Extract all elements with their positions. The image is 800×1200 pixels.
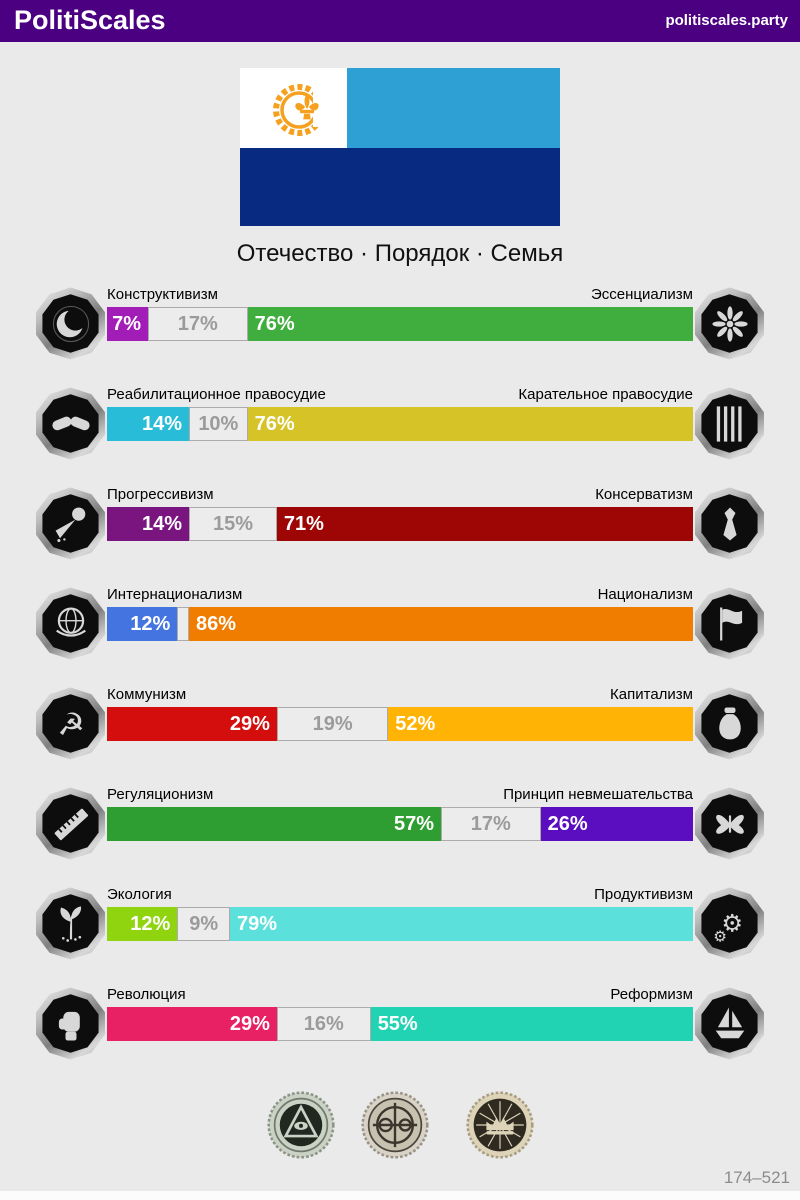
axis-row-ecology-productivism: Экология Продуктивизм 12% 9% 79% ⚙ ⚙	[0, 886, 800, 962]
axis-bar: 29% 16% 55%	[107, 1007, 693, 1041]
flag-bottom-stripe	[240, 148, 560, 226]
right-segment: 86%	[189, 607, 693, 641]
axis-row-internationalism-nationalism: Интернационализм Национализм 12% 86%	[0, 586, 800, 662]
left-segment: 12%	[107, 907, 178, 941]
left-segment: 29%	[107, 707, 277, 741]
right-segment: 71%	[276, 507, 693, 541]
money-bag-icon	[692, 686, 767, 761]
flag-top-stripe	[347, 68, 560, 148]
axis-right-label: Продуктивизм	[594, 886, 693, 903]
header-bar: PolitiScales politiscales.party	[0, 0, 800, 42]
neutral-segment: 15%	[189, 507, 277, 541]
sprout-icon	[33, 886, 108, 961]
axis-left-label: Прогрессивизм	[107, 486, 214, 503]
neutral-segment: 10%	[189, 407, 248, 441]
axis-bar: 57% 17% 26%	[107, 807, 693, 841]
right-segment: 76%	[247, 307, 693, 341]
svg-text:☭: ☭	[57, 707, 85, 743]
axis-left-label: Конструктивизм	[107, 286, 218, 303]
dandelion-icon	[692, 286, 767, 361]
axis-row-revolution-reformism: Революция Реформизм 29% 16% 55%	[0, 986, 800, 1062]
moon-gear-icon	[33, 286, 108, 361]
axis-row-regulation-laissezfaire: Регуляционизм Принцип невмешательства 57…	[0, 786, 800, 862]
axis-left-label: Революция	[107, 986, 186, 1003]
footer-strip	[0, 1191, 800, 1200]
svg-text:⚙: ⚙	[713, 927, 727, 945]
neutral-segment: 9%	[177, 907, 231, 941]
crown-rays-coin	[466, 1091, 534, 1159]
sailboat-icon	[692, 986, 767, 1061]
axis-bar: 7% 17% 76%	[107, 307, 693, 341]
left-segment: 14%	[107, 407, 190, 441]
axis-right-label: Реформизм	[610, 986, 693, 1003]
axis-left-label: Реабилитационное правосудие	[107, 386, 326, 403]
left-segment: 29%	[107, 1007, 277, 1041]
axis-bar: 12% 86%	[107, 607, 693, 641]
axis-right-label: Эссенциализм	[590, 286, 693, 303]
pyramid-eye-coin	[267, 1091, 335, 1159]
svg-text:⚙: ⚙	[721, 909, 743, 937]
globe-laurel-icon	[33, 586, 108, 661]
axis-right-label: Принцип невмешательства	[503, 786, 693, 803]
app-title[interactable]: PolitiScales	[14, 5, 166, 35]
neutral-segment: 19%	[276, 707, 389, 741]
axis-bar: 14% 15% 71%	[107, 507, 693, 541]
right-segment: 79%	[230, 907, 693, 941]
motto-text: Отечество · Порядок · Семья	[236, 240, 564, 267]
neutral-segment	[177, 607, 190, 641]
left-segment: 12%	[107, 607, 178, 641]
left-segment: 7%	[107, 307, 149, 341]
axis-right-label: Национализм	[597, 586, 693, 603]
axis-right-label: Консерватизм	[595, 486, 693, 503]
prison-bars-icon	[692, 386, 767, 461]
axis-row-justice: Реабилитационное правосудие Карательное …	[0, 386, 800, 462]
ruler-icon	[33, 786, 108, 861]
flag-icon	[692, 586, 767, 661]
axis-left-label: Коммунизм	[107, 686, 187, 703]
axis-left-label: Регуляционизм	[107, 786, 214, 803]
score-counter: 174–521	[723, 1168, 790, 1187]
gears-icon: ⚙ ⚙	[692, 886, 767, 961]
axis-row-constructivism-essentialism: Конструктивизм Эссенциализм 7% 17% 76%	[0, 286, 800, 362]
site-link[interactable]: politiscales.party	[665, 12, 788, 29]
right-segment: 26%	[540, 807, 693, 841]
axis-left-label: Экология	[107, 886, 172, 903]
handshake-icon	[33, 386, 108, 461]
axis-bar: 12% 9% 79%	[107, 907, 693, 941]
axis-right-label: Карательное правосудие	[518, 386, 693, 403]
right-segment: 55%	[370, 1007, 693, 1041]
right-segment: 52%	[388, 707, 693, 741]
hammer-sickle-icon: ☭	[33, 686, 108, 761]
butterfly-icon	[692, 786, 767, 861]
paint-splash-icon	[33, 486, 108, 561]
axis-right-label: Капитализм	[610, 686, 693, 703]
axis-left-label: Интернационализм	[107, 586, 243, 603]
axis-bar: 14% 10% 76%	[107, 407, 693, 441]
neutral-segment: 16%	[276, 1007, 371, 1041]
left-segment: 14%	[107, 507, 190, 541]
globe-cross-coin	[361, 1091, 429, 1159]
axis-row-communism-capitalism: Коммунизм Капитализм 29% 19% 52% ☭	[0, 686, 800, 762]
result-flag	[240, 68, 560, 226]
axis-bar: 29% 19% 52%	[107, 707, 693, 741]
neutral-segment: 17%	[148, 307, 248, 341]
fist-icon	[33, 986, 108, 1061]
left-segment: 57%	[107, 807, 442, 841]
right-segment: 76%	[247, 407, 693, 441]
neutral-segment: 17%	[441, 807, 541, 841]
gear-crescent-fleur-de-lis-icon	[273, 84, 336, 136]
necktie-icon	[692, 486, 767, 561]
axis-row-progress-conservatism: Прогрессивизм Консерватизм 14% 15% 71%	[0, 486, 800, 562]
